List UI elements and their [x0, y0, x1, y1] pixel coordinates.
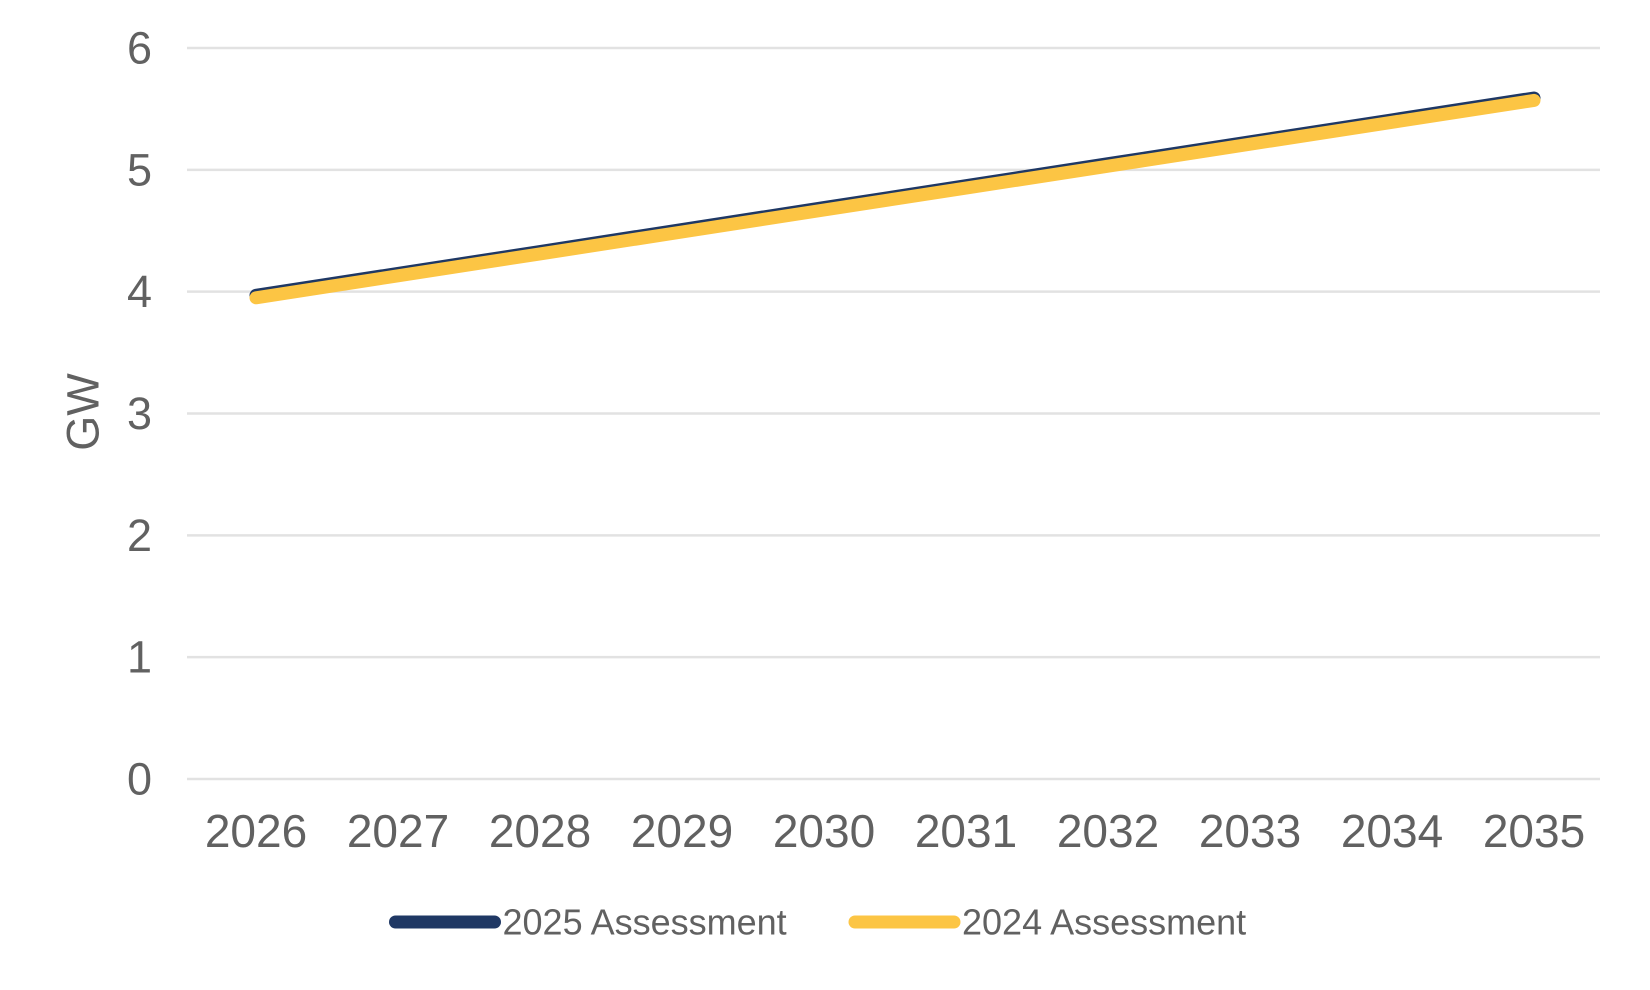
- y-tick-label-0: 0: [127, 754, 152, 805]
- y-tick-label-4: 4: [127, 266, 152, 317]
- x-tick-label-2031: 2031: [915, 805, 1017, 857]
- y-tick-label-6: 6: [127, 23, 152, 74]
- y-tick-label-3: 3: [127, 388, 152, 439]
- x-tick-label-2028: 2028: [489, 805, 591, 857]
- y-axis-title: GW: [58, 373, 109, 451]
- series-line-2024-assessment: [249, 93, 1541, 305]
- x-tick-label-2033: 2033: [1199, 805, 1301, 857]
- x-tick-label-2030: 2030: [773, 805, 875, 857]
- x-tick-label-2035: 2035: [1483, 805, 1585, 857]
- legend-label-2024-assessment: 2024 Assessment: [962, 902, 1246, 943]
- y-tick-label-5: 5: [127, 144, 152, 195]
- y-tick-label-1: 1: [127, 632, 152, 683]
- legend-label-2025-assessment: 2025 Assessment: [503, 902, 787, 943]
- x-tick-label-2034: 2034: [1341, 805, 1443, 857]
- x-tick-label-2029: 2029: [631, 805, 733, 857]
- x-tick-label-2026: 2026: [205, 805, 307, 857]
- x-tick-label-2027: 2027: [347, 805, 449, 857]
- y-tick-label-2: 2: [127, 510, 152, 561]
- x-tick-label-2032: 2032: [1057, 805, 1159, 857]
